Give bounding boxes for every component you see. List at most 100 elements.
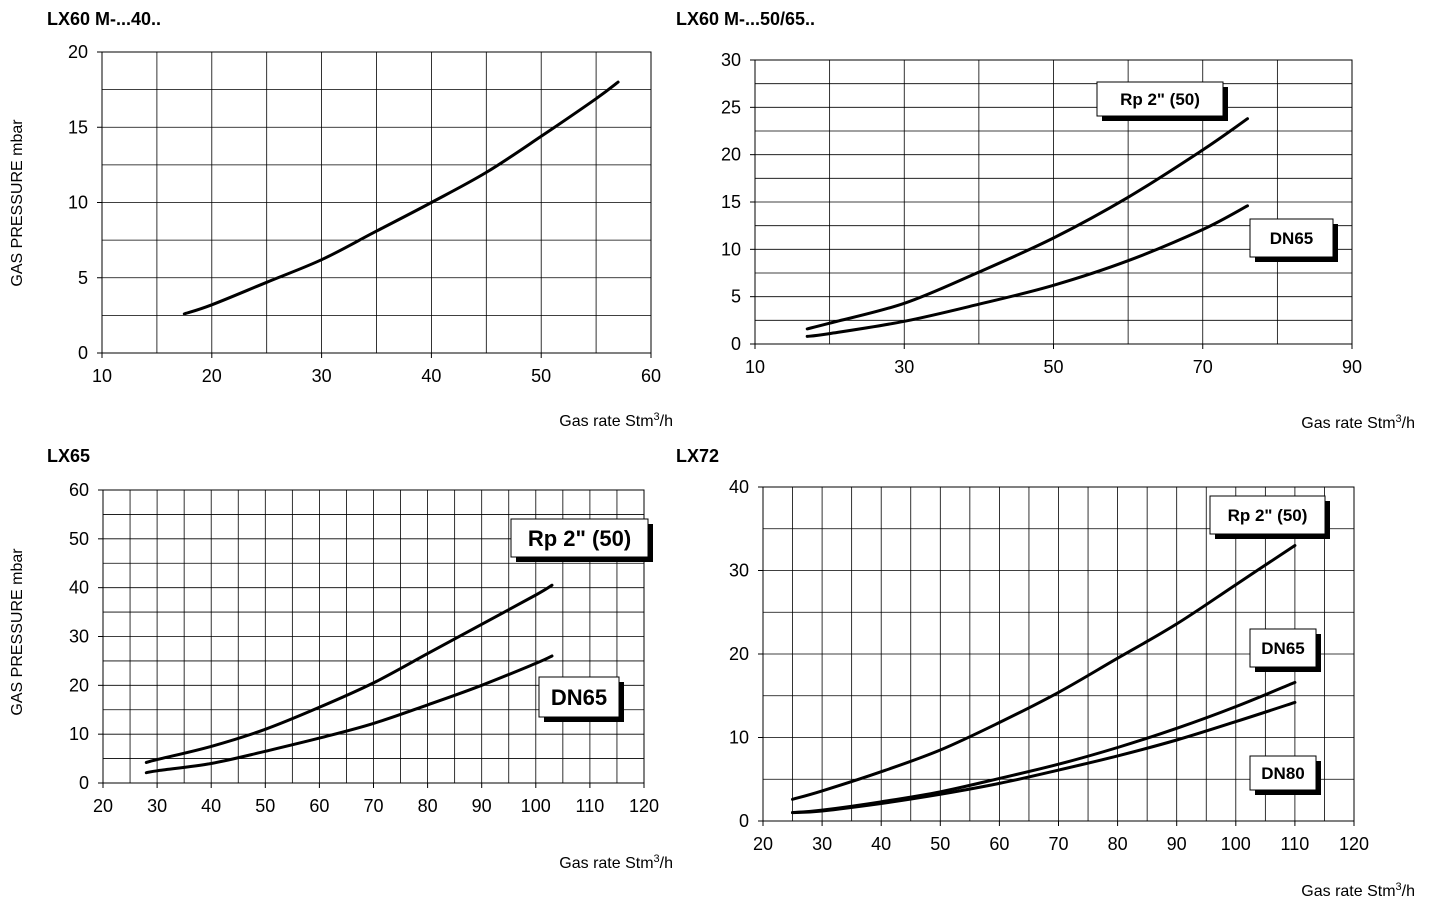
x-tick-label: 60 xyxy=(641,366,661,386)
x-tick-label: 20 xyxy=(753,834,773,854)
y-tick-label: 20 xyxy=(69,675,89,695)
x-tick-label: 100 xyxy=(1221,834,1251,854)
y-tick-label: 5 xyxy=(731,287,741,307)
x-tick-label: 50 xyxy=(930,834,950,854)
x-tick-label: 120 xyxy=(629,796,659,816)
series-label-dn65: DN65 xyxy=(1249,218,1338,262)
series-line-series-1 xyxy=(182,80,620,316)
label-box xyxy=(538,676,620,718)
y-tick-label: 0 xyxy=(78,343,88,363)
x-tick-label: 10 xyxy=(92,366,112,386)
y-tick-label: 20 xyxy=(68,42,88,62)
y-axis-label: GAS PRESSURE mbar xyxy=(9,119,26,287)
y-tick-label: 0 xyxy=(739,811,749,831)
x-tick-label: 30 xyxy=(812,834,832,854)
label-box xyxy=(1096,81,1224,117)
x-tick-label: 40 xyxy=(201,796,221,816)
label-box xyxy=(510,518,649,558)
x-tick-label: 30 xyxy=(312,366,332,386)
y-tick-label: 30 xyxy=(721,50,741,70)
x-axis-label: Gas rate Stm3/h xyxy=(559,411,673,430)
x-tick-label: 20 xyxy=(93,796,113,816)
x-tick-label: 30 xyxy=(147,796,167,816)
chart-title: LX60 M-...40.. xyxy=(47,9,161,29)
x-tick-label: 90 xyxy=(472,796,492,816)
y-tick-label: 15 xyxy=(721,192,741,212)
series-line-rp-2-50 xyxy=(144,583,554,764)
chart-panel-2: LX60 M-...50/65.. 10 30 50 70 90 0 5 10 15 20 25 30 G… xyxy=(676,9,1415,432)
x-tick-label: 20 xyxy=(202,366,222,386)
label-text: DN65 xyxy=(1270,229,1313,248)
label-text: Rp 2" (50) xyxy=(1228,506,1308,525)
chart-panel-4: LX72 20 30 40 50 60 70 80 90 100 110 120 0 10 20 30 40 Ga… xyxy=(676,446,1415,900)
x-tick-label: 50 xyxy=(531,366,551,386)
chart-title: LX72 xyxy=(676,446,719,466)
y-tick-label: 10 xyxy=(729,728,749,748)
x-tick-label: 10 xyxy=(745,357,765,377)
y-tick-label: 10 xyxy=(721,239,741,259)
y-tick-label: 20 xyxy=(721,145,741,165)
y-tick-label: 0 xyxy=(731,334,741,354)
label-text: Rp 2" (50) xyxy=(528,526,631,551)
y-tick-label: 10 xyxy=(69,724,89,744)
chart-title: LX65 xyxy=(47,446,90,466)
x-tick-label: 70 xyxy=(1193,357,1213,377)
chart-title: LX60 M-...50/65.. xyxy=(676,9,815,29)
label-text: Rp 2" (50) xyxy=(1120,90,1200,109)
series-line-rp-2-50 xyxy=(791,544,1297,801)
chart-panel-3: LX65 20 30 40 50 60 70 80 90 100 110 120 0 10 20 30 40 50… xyxy=(9,446,673,872)
chart-panel-1: LX60 M-...40.. 10 20 30 40 50 60 0 5 10 15 20 GAS PR… xyxy=(9,9,673,430)
x-axis-label: Gas rate Stm3/h xyxy=(559,853,673,872)
x-tick-label: 90 xyxy=(1342,357,1362,377)
x-tick-label: 50 xyxy=(1043,357,1063,377)
series-line-dn65 xyxy=(805,204,1249,338)
y-tick-label: 30 xyxy=(69,627,89,647)
x-tick-label: 110 xyxy=(1281,834,1310,854)
x-tick-label: 90 xyxy=(1167,834,1187,854)
y-tick-label: 20 xyxy=(729,644,749,664)
series-label-rp-2-50: Rp 2" (50) xyxy=(1209,495,1330,539)
y-tick-label: 50 xyxy=(69,529,89,549)
label-box xyxy=(1249,218,1334,258)
y-tick-label: 30 xyxy=(729,561,749,581)
series-label-dn80: DN80 xyxy=(1249,755,1321,795)
label-box xyxy=(1249,755,1317,791)
x-tick-label: 110 xyxy=(576,796,605,816)
series-label-dn65: DN65 xyxy=(1249,628,1321,672)
x-tick-label: 40 xyxy=(871,834,891,854)
x-tick-label: 120 xyxy=(1339,834,1369,854)
y-tick-label: 40 xyxy=(729,477,749,497)
x-axis-label: Gas rate Stm3/h xyxy=(1301,413,1415,432)
y-tick-label: 25 xyxy=(721,97,741,117)
series-line-rp-2-50 xyxy=(805,117,1249,331)
label-text: DN65 xyxy=(551,685,607,710)
x-tick-label: 70 xyxy=(1048,834,1068,854)
y-axis-label: GAS PRESSURE mbar xyxy=(9,548,26,716)
x-tick-label: 70 xyxy=(363,796,383,816)
label-text: DN65 xyxy=(1261,639,1304,658)
y-tick-label: 15 xyxy=(68,117,88,137)
y-tick-label: 10 xyxy=(68,193,88,213)
x-tick-label: 60 xyxy=(989,834,1009,854)
label-box xyxy=(1209,495,1326,535)
series-label-dn65: DN65 xyxy=(538,676,624,722)
label-box xyxy=(1249,628,1317,668)
series-label-rp-2-50: Rp 2" (50) xyxy=(510,518,653,562)
series-line-dn65 xyxy=(144,654,554,775)
series-line-dn80 xyxy=(791,700,1297,815)
label-text: DN80 xyxy=(1261,764,1304,783)
y-tick-label: 5 xyxy=(78,268,88,288)
x-tick-label: 80 xyxy=(1108,834,1128,854)
x-axis-label: Gas rate Stm3/h xyxy=(1301,881,1415,900)
y-tick-label: 40 xyxy=(69,578,89,598)
x-tick-label: 50 xyxy=(255,796,275,816)
x-tick-label: 100 xyxy=(521,796,551,816)
x-tick-label: 30 xyxy=(894,357,914,377)
x-tick-label: 60 xyxy=(309,796,329,816)
series-label-rp-2-50: Rp 2" (50) xyxy=(1096,81,1228,121)
x-tick-label: 40 xyxy=(421,366,441,386)
y-tick-label: 60 xyxy=(69,480,89,500)
x-tick-label: 80 xyxy=(418,796,438,816)
y-tick-label: 0 xyxy=(79,773,89,793)
